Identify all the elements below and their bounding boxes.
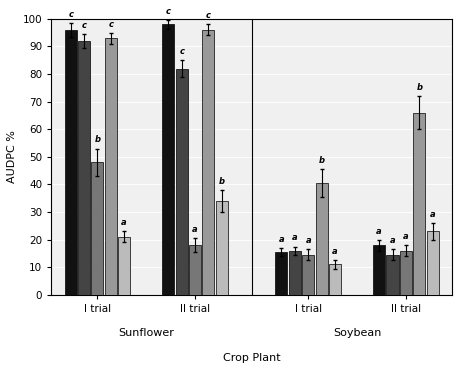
Bar — [216, 201, 228, 295]
Text: c: c — [82, 21, 87, 30]
Text: c: c — [166, 7, 171, 16]
Text: b: b — [416, 83, 422, 92]
Bar — [289, 251, 301, 295]
Bar — [400, 251, 412, 295]
Bar — [316, 183, 328, 295]
Text: Sunflower: Sunflower — [118, 328, 174, 338]
X-axis label: Crop Plant: Crop Plant — [223, 353, 281, 363]
Bar — [427, 231, 438, 295]
Bar — [302, 255, 314, 295]
Bar — [413, 113, 425, 295]
Text: a: a — [305, 236, 311, 245]
Text: b: b — [94, 135, 100, 144]
Text: a: a — [279, 235, 284, 244]
Text: a: a — [292, 233, 298, 242]
Bar — [91, 163, 103, 295]
Y-axis label: AUDPC %: AUDPC % — [7, 130, 17, 183]
Bar — [105, 38, 117, 295]
Bar — [78, 41, 90, 295]
Text: c: c — [179, 47, 184, 56]
Bar — [118, 237, 130, 295]
Bar — [329, 265, 341, 295]
Text: Soybean: Soybean — [333, 328, 381, 338]
Text: c: c — [108, 20, 113, 28]
Text: c: c — [68, 10, 73, 19]
Bar — [64, 30, 77, 295]
Text: a: a — [403, 232, 409, 241]
Text: a: a — [430, 210, 436, 219]
Text: a: a — [376, 226, 382, 235]
Text: a: a — [332, 247, 338, 256]
Bar — [275, 252, 288, 295]
Bar — [373, 245, 385, 295]
Text: b: b — [319, 156, 325, 165]
Bar — [386, 255, 399, 295]
Text: b: b — [219, 177, 225, 186]
Text: a: a — [390, 236, 395, 245]
Text: a: a — [121, 218, 127, 227]
Bar — [163, 24, 174, 295]
Text: c: c — [206, 11, 211, 20]
Bar — [176, 68, 188, 295]
Bar — [202, 30, 214, 295]
Text: a: a — [192, 225, 198, 234]
Bar — [189, 245, 201, 295]
